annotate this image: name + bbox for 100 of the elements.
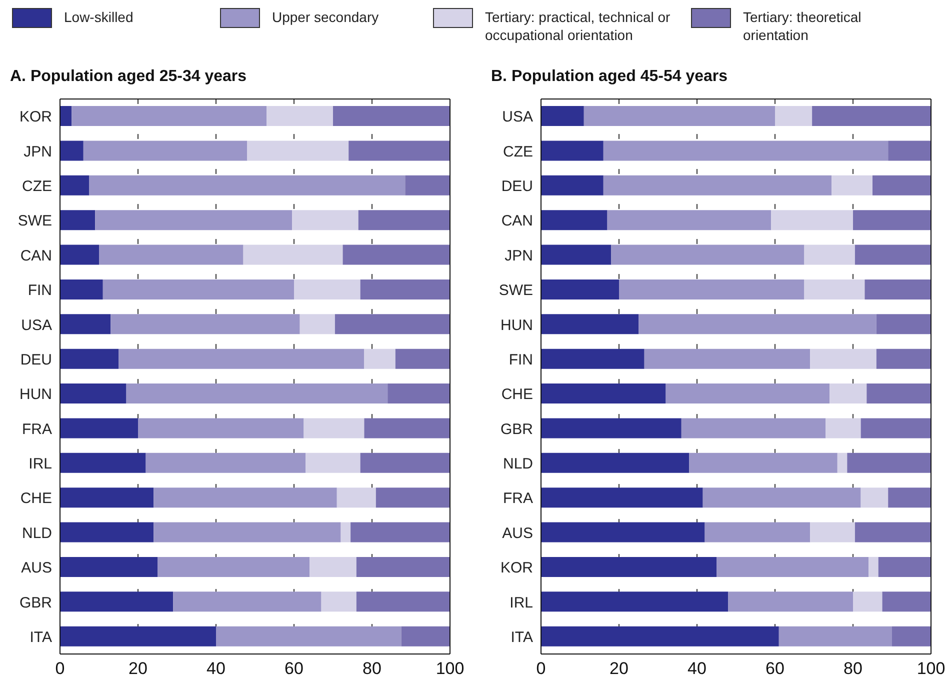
bar: [138, 418, 304, 438]
bar: [118, 348, 364, 369]
bar: [541, 384, 666, 404]
bar: [888, 488, 931, 508]
y-tick-label: USA: [21, 316, 52, 334]
bar: [689, 452, 838, 473]
y-tick-label: CAN: [20, 247, 52, 264]
bar: [771, 210, 853, 230]
y-tick-label: FRA: [22, 420, 52, 438]
bar: [892, 626, 931, 646]
y-tick-label: FIN: [508, 351, 533, 368]
y-tick-label: FRA: [503, 490, 533, 508]
bar: [832, 175, 872, 196]
bar: [60, 522, 154, 542]
bar: [333, 106, 450, 126]
bar: [541, 522, 705, 542]
y-tick-label: CZE: [503, 143, 533, 160]
bar: [603, 140, 888, 161]
bar: [716, 556, 869, 577]
bar: [89, 175, 406, 196]
bar: [541, 279, 619, 300]
y-tick-label: AUS: [21, 560, 52, 577]
y-tick-label: JPN: [504, 247, 533, 264]
bar: [126, 384, 388, 404]
bar: [146, 452, 306, 473]
y-tick-label: KOR: [19, 108, 52, 126]
y-tick-label: SWE: [18, 212, 52, 230]
y-tick-label: HUN: [500, 316, 533, 334]
bar: [644, 348, 810, 369]
bar: [830, 384, 867, 404]
bar: [358, 210, 450, 230]
bar: [778, 626, 892, 646]
x-tick-label: 100: [436, 659, 464, 678]
bar: [376, 488, 450, 508]
bar: [60, 592, 174, 612]
bar: [110, 314, 300, 334]
bar: [356, 556, 450, 577]
bar: [95, 210, 292, 230]
x-tick-label: 40: [688, 659, 706, 678]
bar: [405, 175, 450, 196]
y-tick-label: SWE: [498, 282, 533, 300]
bar: [864, 279, 931, 300]
bar: [321, 592, 356, 612]
y-tick-label: JPN: [24, 143, 52, 160]
bar: [360, 452, 450, 473]
bar: [704, 522, 810, 542]
bar: [304, 418, 364, 438]
bar: [603, 175, 832, 196]
y-tick-label: USA: [502, 108, 533, 126]
bar: [541, 314, 638, 334]
bar: [854, 522, 931, 542]
bar: [173, 592, 322, 612]
bar: [310, 556, 356, 577]
bar: [60, 314, 111, 334]
y-tick-label: KOR: [500, 560, 534, 577]
y-tick-label: ITA: [510, 628, 533, 646]
bar: [60, 140, 84, 161]
bar: [810, 522, 855, 542]
x-tick-label: 0: [536, 659, 546, 678]
bar: [541, 418, 682, 438]
bar: [306, 452, 360, 473]
bar: [876, 348, 931, 369]
y-tick-label: NLD: [502, 456, 534, 473]
bar: [60, 106, 72, 126]
bar: [541, 488, 703, 508]
legend-label: Low-skilled: [64, 8, 134, 26]
bar: [60, 384, 126, 404]
y-tick-label: CAN: [501, 212, 533, 230]
bar: [541, 244, 612, 265]
bar: [340, 522, 351, 542]
legend-label: Tertiary: theoretical orientation: [743, 8, 862, 44]
x-tick-label: 80: [362, 659, 382, 678]
bar: [860, 418, 931, 438]
bar: [607, 210, 772, 230]
bar: [541, 452, 690, 473]
bar: [854, 244, 931, 265]
bar: [804, 244, 855, 265]
bar: [72, 106, 267, 126]
bar: [826, 418, 861, 438]
bar: [611, 244, 804, 265]
bar: [812, 106, 931, 126]
y-tick-label: DEU: [20, 351, 52, 368]
bar: [860, 488, 888, 508]
bar: [350, 522, 450, 542]
bar: [348, 140, 450, 161]
bar: [60, 348, 118, 369]
bar: [60, 210, 96, 230]
x-tick-label: 20: [610, 659, 628, 678]
bar: [810, 348, 876, 369]
bar: [60, 175, 90, 196]
y-tick-label: GBR: [19, 594, 52, 612]
bar: [872, 175, 931, 196]
bar: [154, 488, 337, 508]
bar: [60, 418, 138, 438]
x-tick-label: 40: [206, 659, 226, 678]
bar: [888, 140, 931, 161]
legend-label: Upper secondary: [272, 8, 380, 26]
y-tick-label: CHE: [501, 386, 533, 404]
bar: [334, 314, 450, 334]
bar: [243, 244, 343, 265]
